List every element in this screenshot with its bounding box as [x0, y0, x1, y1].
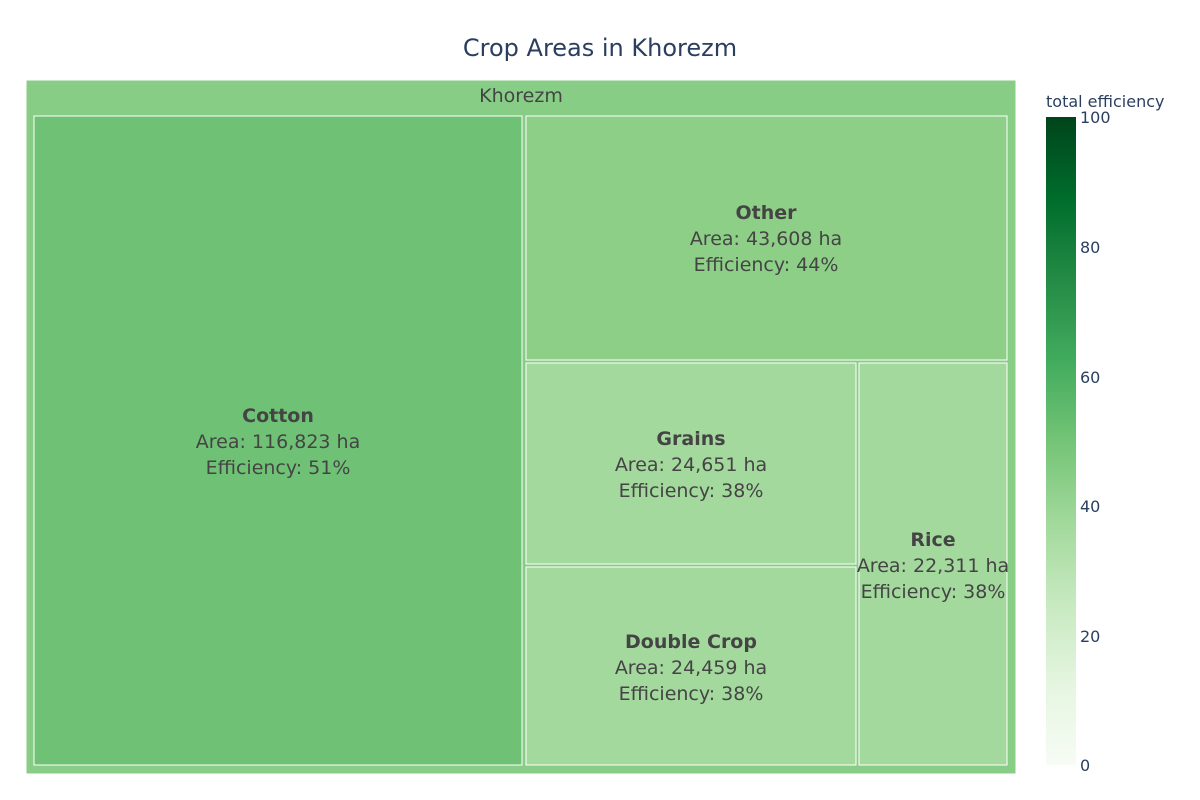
tile-double-crop-name: Double Crop	[625, 631, 757, 653]
tile-other-area: Area: 43,608 ha	[690, 228, 842, 250]
tile-rice-efficiency: Efficiency: 38%	[861, 581, 1006, 603]
colorbar-tick-100: 100	[1080, 108, 1111, 127]
tile-rice[interactable]: Rice Area: 22,311 ha Efficiency: 38%	[857, 362, 1009, 766]
colorbar-tick-80: 80	[1080, 238, 1100, 257]
tile-double-crop-efficiency: Efficiency: 38%	[619, 683, 764, 705]
tile-cotton[interactable]: Cotton Area: 116,823 ha Efficiency: 51%	[33, 115, 523, 766]
colorbar-tick-60: 60	[1080, 368, 1100, 387]
tile-grains-name: Grains	[656, 428, 725, 450]
colorbar-tick-20: 20	[1080, 627, 1100, 646]
tile-double-crop[interactable]: Double Crop Area: 24,459 ha Efficiency: …	[525, 566, 857, 766]
colorbar: total efficiency 100 80 60 40 20 0	[1046, 92, 1164, 775]
tile-other-rect[interactable]	[525, 115, 1008, 361]
tile-grains[interactable]: Grains Area: 24,651 ha Efficiency: 38%	[525, 362, 857, 565]
colorbar-title: total efficiency	[1046, 92, 1164, 111]
tile-grains-area: Area: 24,651 ha	[615, 454, 767, 476]
colorbar-tick-40: 40	[1080, 497, 1100, 516]
tile-rice-area: Area: 22,311 ha	[857, 555, 1009, 577]
colorbar-gradient	[1046, 117, 1076, 765]
chart-title: Crop Areas in Khorezm	[463, 34, 737, 62]
tile-other-efficiency: Efficiency: 44%	[694, 254, 839, 276]
tile-grains-rect[interactable]	[525, 362, 857, 565]
tile-rice-rect[interactable]	[858, 362, 1008, 766]
tile-grains-efficiency: Efficiency: 38%	[619, 480, 764, 502]
tile-cotton-area: Area: 116,823 ha	[196, 431, 360, 453]
colorbar-tick-0: 0	[1080, 756, 1090, 775]
tile-rice-name: Rice	[910, 529, 955, 551]
root-label: Khorezm	[479, 85, 563, 107]
tile-double-crop-area: Area: 24,459 ha	[615, 657, 767, 679]
tile-other[interactable]: Other Area: 43,608 ha Efficiency: 44%	[525, 115, 1008, 361]
tile-other-name: Other	[735, 202, 797, 224]
tile-double-crop-rect[interactable]	[525, 566, 857, 766]
tile-cotton-name: Cotton	[242, 405, 314, 427]
tile-cotton-rect[interactable]	[33, 115, 523, 766]
tile-cotton-efficiency: Efficiency: 51%	[206, 457, 351, 479]
